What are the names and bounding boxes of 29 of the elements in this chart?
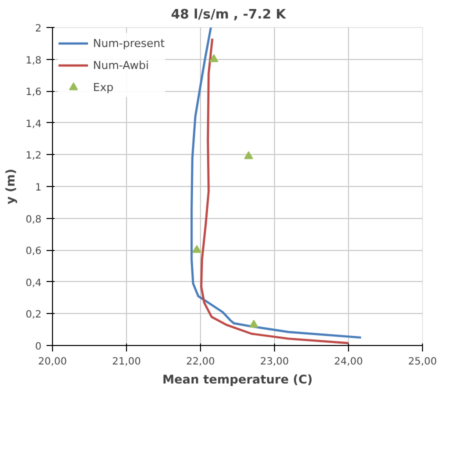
y-tick-label: 0,2 xyxy=(26,310,42,321)
y-tick-label: 2 xyxy=(35,24,42,34)
y-tick-label: 1 xyxy=(35,182,42,194)
y-tick-label: 0,6 xyxy=(26,246,42,258)
legend-label: Num-present xyxy=(93,36,165,50)
point xyxy=(192,244,202,253)
legend-label: Num-Awbi xyxy=(93,58,149,72)
point xyxy=(249,320,258,328)
y-tick-label: 0,8 xyxy=(26,214,42,226)
line-series xyxy=(190,28,362,339)
x-tick-label: 22,00 xyxy=(186,356,215,368)
y-tick-label: 0,4 xyxy=(26,278,42,289)
chart-title: 48 l/s/m , -7.2 K xyxy=(171,8,287,22)
point xyxy=(209,54,218,62)
line-series xyxy=(200,38,350,344)
x-tick-label: 25,00 xyxy=(408,356,437,368)
x-tick-label: 20,00 xyxy=(38,356,67,368)
legend-label: Exp xyxy=(93,80,114,94)
y-tick-label: 1,8 xyxy=(26,55,42,66)
x-tick-label: 24,00 xyxy=(334,356,363,368)
y-tick-label: 1,6 xyxy=(26,87,42,98)
x-tick-label: 23,00 xyxy=(260,356,289,368)
x-tick-label: 21,00 xyxy=(112,356,141,368)
y-tick-label: 1,4 xyxy=(26,118,42,130)
y-tick-label: 0 xyxy=(35,342,42,352)
y-axis-title: y (m) xyxy=(4,168,18,204)
x-axis-title: Mean temperature (C) xyxy=(162,372,313,386)
point xyxy=(244,151,254,160)
y-tick-label: 1,2 xyxy=(26,150,42,162)
